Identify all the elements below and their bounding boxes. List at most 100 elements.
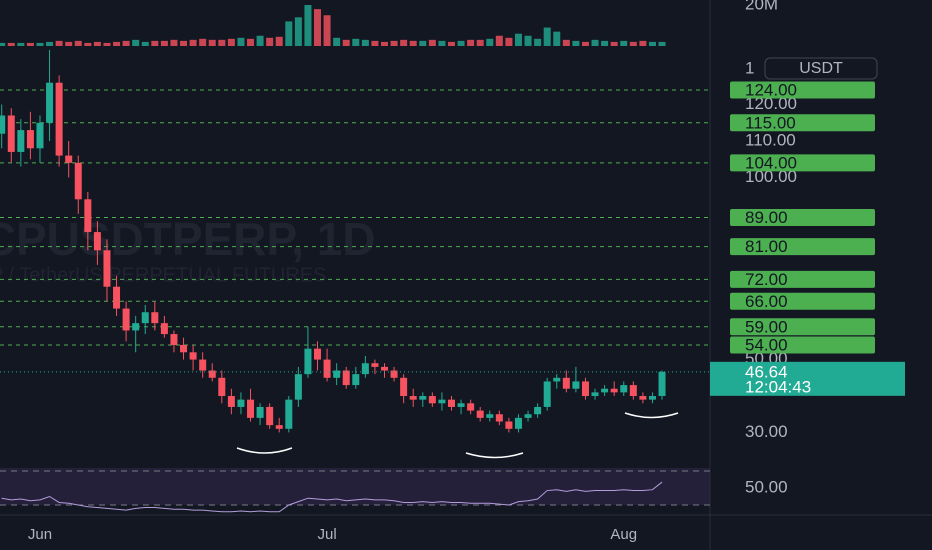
candle-body (639, 396, 647, 400)
level-label: 72.00 (745, 270, 788, 289)
volume-bar (323, 15, 331, 46)
volume-bar (227, 38, 235, 46)
candle-body (151, 312, 159, 324)
candle-body (256, 406, 264, 418)
candle-body (294, 374, 302, 400)
volume-bar (438, 40, 446, 46)
countdown: 12:04:43 (745, 377, 811, 396)
candle-body (505, 421, 513, 429)
candle-body (601, 388, 609, 393)
level-label-box (730, 81, 875, 99)
candle-body (65, 155, 73, 163)
volume-bar (562, 39, 570, 46)
volume-bar (93, 41, 101, 46)
volume-bar (648, 41, 656, 46)
volume-bar (419, 40, 427, 46)
level-label: 104.00 (745, 153, 797, 172)
volume-bar (55, 40, 63, 46)
candle-body (141, 312, 149, 324)
volume-bar (447, 41, 455, 46)
volume-bar (7, 42, 15, 46)
candle-body (199, 359, 207, 371)
volume-bar (601, 40, 609, 46)
currency-label[interactable]: USDT (799, 60, 843, 77)
candle-body (208, 370, 216, 378)
y-tick-label: 100.00 (745, 167, 797, 186)
candle-body (428, 396, 436, 404)
candle-body (562, 377, 570, 389)
candle-body (46, 82, 54, 123)
candle-body (620, 385, 628, 393)
volume-bar (113, 41, 121, 46)
volume-bar (36, 42, 44, 46)
volume-bar (74, 40, 82, 46)
candle-body (55, 82, 63, 156)
candle-body (323, 359, 331, 378)
level-label: 115.00 (745, 113, 796, 132)
candle-body (180, 345, 188, 353)
volume-bar (534, 38, 542, 46)
volume-bar (208, 39, 216, 46)
candle-body (0, 115, 6, 134)
volume-bar (390, 40, 398, 46)
volume-bar (0, 42, 6, 46)
level-label-box (730, 318, 875, 336)
volume-bar (495, 35, 503, 46)
candle-body (17, 130, 25, 152)
volume-bar (247, 38, 255, 46)
bottom-arc (465, 452, 524, 459)
volume-bar (428, 39, 436, 46)
candle-body (534, 406, 542, 415)
volume-bar (218, 39, 226, 46)
volume-bar (17, 42, 25, 46)
candle-body (122, 308, 130, 331)
candle-body (457, 403, 465, 407)
candle-body (514, 417, 522, 429)
volume-bar (65, 41, 73, 46)
candle-body (26, 130, 34, 149)
candle-body (486, 414, 494, 418)
volume-bar (237, 37, 245, 46)
volume-bar (151, 40, 159, 46)
volume-bar (314, 9, 322, 47)
volume-bar (333, 37, 341, 46)
bottom-arc (624, 412, 679, 419)
volume-bar (457, 40, 465, 46)
level-label-box (730, 238, 875, 256)
watermark-symbol: ICPUSDTPERP, 1D (0, 213, 376, 265)
candle-body (74, 162, 82, 200)
candle-body (591, 392, 599, 397)
volume-bar (581, 41, 589, 46)
candle-body (93, 232, 101, 251)
candle-body (314, 348, 322, 360)
volume-bar (294, 17, 302, 46)
volume-bar (467, 39, 475, 46)
volume-bar (304, 5, 312, 46)
currency-button[interactable] (764, 57, 878, 80)
volume-bar (591, 39, 599, 46)
level-label: 66.00 (745, 292, 788, 311)
candle-body (160, 323, 168, 335)
candle-body (227, 396, 235, 407)
volume-bar (199, 38, 207, 46)
candle-body (581, 381, 589, 397)
candle-body (648, 396, 656, 400)
candle-body (572, 381, 580, 389)
volume-tick-label: 20M (745, 0, 778, 13)
y-tick-label: 120.00 (745, 94, 797, 113)
volume-bar (141, 41, 149, 46)
candle-body (275, 425, 283, 429)
candle-body (419, 396, 427, 400)
volume-bar (476, 39, 484, 46)
volume-bar (342, 39, 350, 46)
volume-bar (285, 21, 293, 46)
volume-bar (400, 39, 408, 46)
candle-body (170, 334, 178, 346)
x-tick-label: Jul (317, 526, 336, 543)
volume-bar (26, 42, 34, 46)
volume-bar (505, 37, 513, 46)
candle-body (629, 385, 637, 397)
candle-body (7, 115, 15, 152)
candle-body (266, 406, 274, 426)
volume-bar (180, 40, 188, 46)
